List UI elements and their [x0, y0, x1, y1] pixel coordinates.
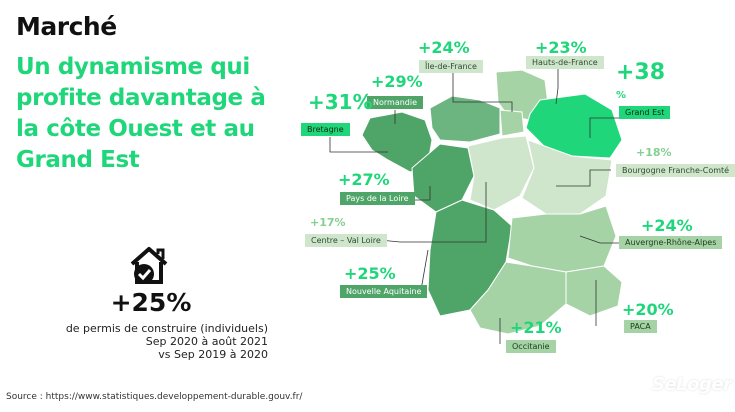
region-auvergne-rhone-alpes: [507, 205, 617, 273]
seloger-logo: SeLoger: [652, 374, 732, 395]
region-cvl-pct: +17%: [310, 216, 346, 229]
region-ile-de-france: [499, 109, 525, 137]
region-na-pct: +25%: [344, 264, 396, 283]
region-ge-label: Grand Est: [619, 106, 671, 119]
region-hdf-label: Hauts-de-France: [526, 56, 604, 69]
region-idf-pct: +24%: [418, 38, 470, 57]
region-norm-pct: +29%: [371, 72, 423, 91]
region-pdl-pct: +27%: [338, 170, 390, 189]
region-bret-label: Bretagne: [301, 123, 350, 136]
region-hdf-pct: +23%: [535, 38, 587, 57]
page-title: Marché: [16, 12, 117, 41]
region-paca: [565, 265, 623, 317]
stat-line-2: Sep 2020 à août 2021: [145, 335, 268, 348]
region-bret-pct: +31%: [308, 90, 373, 114]
region-ara-pct: +24%: [641, 216, 693, 235]
source-note: Source : https://www.statistiques.develo…: [6, 392, 303, 402]
region-pdl-label: Pays de la Loire: [340, 192, 415, 205]
region-grand-est: [525, 93, 623, 159]
region-pays-de-la-loire: [411, 143, 475, 213]
region-na-label: Nouvelle Aquitaine: [340, 285, 428, 298]
region-centre-val-de-loire: [467, 135, 535, 211]
stat-description: de permis de construire (individuels) Se…: [40, 322, 268, 361]
region-idf-label: Île-de-France: [419, 60, 483, 73]
region-cvl-label: Centre – Val Loire: [305, 234, 387, 247]
page-subtitle: Un dynamisme qui profite davantage à la …: [16, 54, 266, 173]
region-ge-pct-suffix: %: [616, 90, 627, 101]
region-bfc-label: Bourgogne Franche-Comté: [616, 164, 735, 177]
region-ara-label: Auvergne-Rhône-Alpes: [619, 236, 723, 249]
stat-value: +25%: [110, 288, 192, 317]
region-occ-label: Occitanie: [506, 340, 556, 353]
region-occ-pct: +21%: [510, 318, 562, 337]
region-paca-label: PACA: [624, 320, 657, 333]
region-norm-label: Normandie: [367, 96, 424, 109]
region-normandie: [429, 95, 501, 143]
house-check-icon: [130, 247, 168, 284]
region-ge-pct: +38: [616, 60, 666, 85]
stat-line-1: de permis de construire (individuels): [65, 322, 268, 335]
region-paca-pct: +20%: [622, 300, 674, 319]
stat-line-3: vs Sep 2019 à 2020: [158, 348, 268, 361]
region-bfc-pct: +18%: [636, 146, 672, 159]
